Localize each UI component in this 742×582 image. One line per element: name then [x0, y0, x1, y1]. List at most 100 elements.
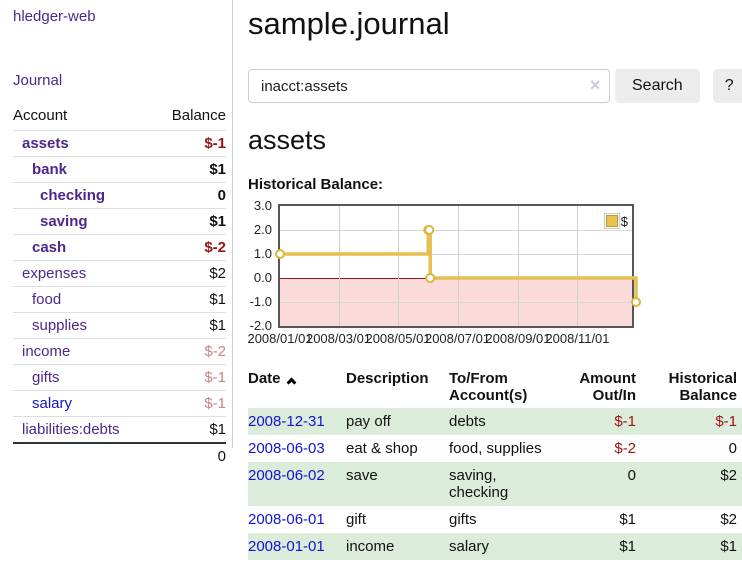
search-form: ✕ Search ? — [248, 69, 742, 103]
transaction-date-link[interactable]: 2008-06-01 — [248, 511, 325, 528]
account-link[interactable]: assets — [22, 135, 69, 152]
register-header-balance: Historical Balance — [668, 370, 737, 404]
account-row: expenses $2 — [13, 260, 226, 287]
transaction-date-link[interactable]: 2008-06-02 — [248, 467, 325, 484]
account-link[interactable]: saving — [40, 213, 88, 230]
register-header-amount: Amount Out/In — [579, 370, 636, 404]
account-link[interactable]: supplies — [32, 317, 88, 334]
app-title-link[interactable]: hledger-web — [13, 8, 96, 25]
search-box: ✕ — [248, 69, 610, 103]
data-point-marker — [275, 249, 285, 259]
transaction-date-link[interactable]: 2008-12-31 — [248, 413, 325, 430]
account-row: income $-2 — [13, 338, 226, 365]
chart-y-axis: 3.0 2.0 1.0 0.0 -1.0 -2.0 — [248, 198, 274, 333]
accounts-table: Account Balance assets $-1 bank $1 checking 0… — [13, 107, 226, 469]
v-gridline — [338, 206, 340, 326]
v-gridline — [398, 206, 400, 326]
data-point-marker — [425, 273, 436, 283]
account-balance: $1 — [154, 286, 226, 313]
account-row: gifts $-1 — [13, 364, 226, 391]
register-cell-description: income — [346, 538, 395, 555]
account-balance: $-1 — [154, 390, 226, 417]
h-gridline — [280, 230, 632, 231]
y-tick-label: 3.0 — [253, 198, 272, 213]
register-cell-amount: $-2 — [614, 440, 636, 457]
register-cell-description: eat & shop — [346, 440, 418, 457]
register-cell-balance: $2 — [720, 467, 737, 484]
chart-plot: $ — [275, 204, 641, 328]
v-gridline — [457, 206, 459, 326]
account-link[interactable]: gifts — [32, 369, 60, 386]
register-table-body: 2008-12-31 pay off debts $-1 $-1 2008-06-03 ea… — [248, 408, 742, 560]
chart-legend: $ — [603, 213, 628, 229]
account-link[interactable]: income — [22, 343, 71, 360]
legend-swatch-box — [603, 213, 620, 229]
accounts-table-body: assets $-1 bank $1 checking 0 saving $1 cash $-2 e… — [13, 130, 226, 443]
register-cell-date: 2008-06-03 — [248, 435, 346, 462]
balance-step-line — [280, 228, 638, 302]
search-button[interactable]: Search — [615, 69, 700, 103]
accounts-header-account: Account — [13, 107, 68, 124]
data-point-marker — [424, 225, 435, 235]
register-row: 2008-06-01 gift gifts $1 $2 — [248, 506, 742, 533]
account-balance: $1 — [154, 416, 226, 443]
y-tick-label: 2.0 — [253, 222, 272, 237]
y-tick-label: 0.0 — [253, 270, 272, 285]
legend-label: $ — [620, 213, 628, 229]
search-input[interactable] — [248, 69, 610, 103]
account-row: food $1 — [13, 286, 226, 313]
register-cell-amount: $1 — [619, 511, 636, 528]
chart-title: Historical Balance: — [248, 176, 384, 193]
account-balance: $2 — [154, 260, 226, 287]
account-link[interactable]: salary — [32, 395, 73, 412]
x-tick-label: 2008/01/01 — [247, 331, 313, 346]
accounts-total-value: 0 — [154, 442, 226, 469]
x-tick-label: 2008/03/01 — [305, 331, 372, 346]
register-cell-amount: $1 — [619, 538, 636, 555]
sort-up-icon — [286, 377, 296, 388]
sidebar: hledger-web Journal Account Balance asse… — [0, 0, 233, 469]
register-cell-date: 2008-01-01 — [248, 533, 346, 560]
account-balance: $1 — [154, 312, 226, 339]
v-gridline — [517, 206, 519, 326]
account-row: bank $1 — [13, 156, 226, 183]
y-tick-label: 1.0 — [253, 246, 272, 261]
register-header-accounts: To/From Account(s) — [449, 370, 528, 404]
clear-search-icon[interactable]: ✕ — [589, 77, 601, 93]
account-row: saving $1 — [13, 208, 226, 235]
account-row: cash $-2 — [13, 234, 226, 261]
register-header-description: Description — [346, 370, 429, 387]
x-tick-label: 2008/11/01 — [545, 331, 610, 346]
register-cell-accounts: food, supplies — [449, 440, 542, 457]
help-button[interactable]: ? — [712, 69, 742, 103]
account-link[interactable]: liabilities:debts — [22, 421, 120, 438]
transaction-date-link[interactable]: 2008-06-03 — [248, 440, 325, 457]
account-link[interactable]: cash — [32, 239, 67, 256]
account-link[interactable]: bank — [32, 161, 68, 178]
account-balance: $1 — [154, 208, 226, 235]
account-row: checking 0 — [13, 182, 226, 209]
register-row: 2008-01-01 income salary $1 $1 — [248, 533, 742, 560]
account-link[interactable]: food — [32, 291, 62, 308]
transaction-date-link[interactable]: 2008-01-01 — [248, 538, 325, 555]
register-cell-description: pay off — [346, 413, 391, 430]
register-cell-date: 2008-12-31 — [248, 408, 346, 435]
account-balance: $-2 — [154, 234, 226, 261]
register-row: 2008-06-02 save saving, checking 0 $2 — [248, 462, 742, 506]
register-cell-date: 2008-06-01 — [248, 506, 346, 533]
chart-x-axis: 2008/01/01 2008/03/01 2008/05/01 2008/07/01… — [247, 328, 638, 348]
register-header-date[interactable]: Date — [248, 368, 346, 408]
h-gridline — [280, 302, 632, 303]
account-link[interactable]: expenses — [22, 265, 87, 282]
register-table: Date Description To/From Account(s) Amou… — [248, 368, 742, 560]
account-link[interactable]: checking — [40, 187, 106, 204]
data-point-marker — [631, 297, 641, 307]
account-balance: $-1 — [154, 364, 226, 391]
register-cell-description: save — [346, 467, 378, 484]
register-cell-accounts: salary — [449, 538, 490, 555]
account-row: supplies $1 — [13, 312, 226, 339]
register-cell-accounts: saving, checking — [449, 467, 509, 501]
x-tick-label: 2008/09/01 — [485, 331, 551, 346]
v-gridline — [577, 206, 579, 326]
sidebar-item-journal[interactable]: Journal — [13, 72, 63, 89]
